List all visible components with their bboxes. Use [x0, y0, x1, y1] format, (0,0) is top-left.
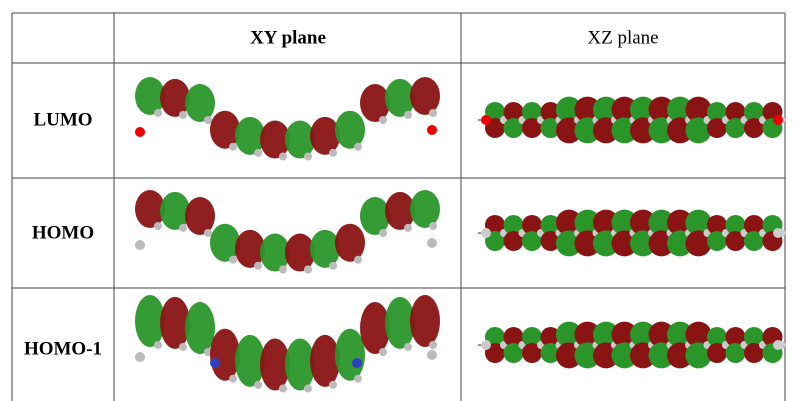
- atom: [404, 343, 412, 351]
- orbital-lobe: [410, 77, 440, 115]
- column-header: XZ plane: [587, 27, 658, 48]
- atom: [135, 352, 145, 362]
- atom: [135, 127, 145, 137]
- atom: [179, 343, 187, 351]
- atom: [379, 348, 387, 356]
- atom: [773, 115, 783, 125]
- atom: [354, 143, 362, 151]
- atom: [279, 153, 287, 161]
- row-label: HOMO: [32, 222, 94, 243]
- atom: [329, 262, 337, 270]
- page: XY plane XZ plane LUMO HOMO HOMO-1 (() =…: [0, 0, 797, 401]
- atom: [404, 224, 412, 232]
- atom: [379, 116, 387, 124]
- atom: [354, 375, 362, 383]
- atom: [254, 262, 262, 270]
- atom: [427, 238, 437, 248]
- orbital-lobe: [210, 224, 240, 262]
- row-label: HOMO-1: [24, 338, 102, 359]
- orbital-lobe: [185, 84, 215, 122]
- orbital-lobe: [360, 84, 390, 122]
- atom: [773, 340, 783, 350]
- orbital-lobe: [360, 197, 390, 235]
- orbital-lobe: [185, 302, 215, 354]
- atom: [204, 116, 212, 124]
- atom: [179, 224, 187, 232]
- column-header: XY plane: [250, 27, 326, 48]
- atom: [773, 228, 783, 238]
- atom: [481, 340, 491, 350]
- orbital-lobe: [160, 79, 190, 117]
- atom: [427, 125, 437, 135]
- atom: [254, 381, 262, 389]
- atom: [304, 153, 312, 161]
- atom: [481, 115, 491, 125]
- atom: [210, 358, 220, 368]
- atom: [279, 266, 287, 274]
- atom: [254, 149, 262, 157]
- orbital-lobe: [310, 230, 340, 268]
- atom: [329, 149, 337, 157]
- atom: [154, 222, 162, 230]
- atom: [481, 228, 491, 238]
- orbital-lobe: [335, 224, 365, 262]
- atom: [304, 385, 312, 393]
- atom: [427, 350, 437, 360]
- atom: [179, 111, 187, 119]
- atom: [354, 256, 362, 264]
- orbital-table: XY plane XZ plane LUMO HOMO HOMO-1: [0, 0, 797, 401]
- atom: [429, 222, 437, 230]
- atom: [135, 240, 145, 250]
- atom: [229, 256, 237, 264]
- atom: [404, 111, 412, 119]
- orbital-lobe: [335, 111, 365, 149]
- atom: [229, 375, 237, 383]
- orbital-lobe: [335, 329, 365, 381]
- orbital-lobe: [410, 190, 440, 228]
- atom: [229, 143, 237, 151]
- atom: [204, 229, 212, 237]
- atom: [352, 358, 362, 368]
- atom: [279, 385, 287, 393]
- orbital-lobe: [410, 295, 440, 347]
- orbital-lobe: [310, 117, 340, 155]
- orbital-lobe: [210, 111, 240, 149]
- atom: [329, 381, 337, 389]
- atom: [304, 266, 312, 274]
- atom: [429, 341, 437, 349]
- atom: [154, 341, 162, 349]
- atom: [429, 109, 437, 117]
- orbital-lobe: [160, 192, 190, 230]
- row-label: LUMO: [33, 109, 92, 130]
- orbital-lobe: [185, 197, 215, 235]
- atom: [154, 109, 162, 117]
- atom: [379, 229, 387, 237]
